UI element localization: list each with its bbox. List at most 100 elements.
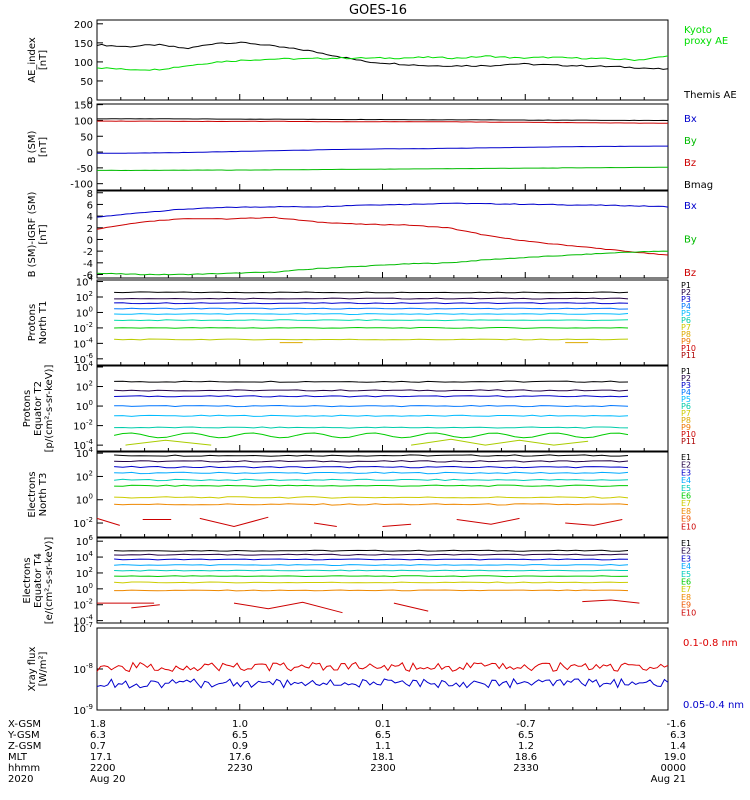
series-by xyxy=(97,166,669,172)
y-tick-label: 10-7 xyxy=(73,621,93,635)
y-axis-label: [nT] xyxy=(38,50,49,70)
footer-label-2020: 2020 xyxy=(8,774,33,785)
y-tick-label: 2 xyxy=(87,224,93,235)
footer-value: 6.5 xyxy=(375,730,391,741)
y-axis-label: Xray flux xyxy=(27,647,38,692)
y-axis-label: [e/(cm²-s-sr-keV)] xyxy=(44,537,55,625)
footer-value: 6.3 xyxy=(90,730,106,741)
y-axis-label: Electrons xyxy=(27,471,38,517)
legend-p9: P9 xyxy=(681,423,691,432)
channel-line xyxy=(114,553,628,556)
channel-line xyxy=(114,326,629,329)
channel-fragment xyxy=(131,604,160,609)
legend-e9: E9 xyxy=(681,515,691,524)
y-tick-label: 6 xyxy=(87,200,93,211)
channel-fragment xyxy=(313,522,337,527)
series-themis-ae xyxy=(96,41,669,70)
footer-value: 0.1 xyxy=(375,719,391,730)
channel-line xyxy=(114,414,629,417)
y-axis-label: Protons xyxy=(22,390,33,427)
channel-line xyxy=(114,575,629,578)
legend-p3: P3 xyxy=(681,295,691,304)
channel-line xyxy=(114,389,629,392)
series-bmag xyxy=(97,118,669,122)
y-axis-label: Protons xyxy=(27,304,38,341)
series-bx xyxy=(97,145,668,154)
panel-bsm: 150 100 50 0 -50 -100 B (SM) [nT] Bx By Bz Bmag xyxy=(27,101,713,191)
legend-e3: E3 xyxy=(681,468,691,477)
panel-enorth: 104 102 100 10-2 Electrons North T3 E1E2E3E4E5… xyxy=(27,446,696,538)
y-tick-label: 50 xyxy=(80,77,93,88)
footer-value: -0.7 xyxy=(516,719,536,730)
y-axis-label: [p/(cm²-s-sr-keV)] xyxy=(44,365,55,453)
y-axis-label: B (SM) xyxy=(27,130,38,163)
legend-e8: E8 xyxy=(681,507,691,516)
legend-e6: E6 xyxy=(681,578,691,587)
footer-value: 2330 xyxy=(513,763,538,774)
channel-fragment xyxy=(582,599,640,604)
legend-item: By xyxy=(684,235,697,246)
y-tick-label: -4 xyxy=(83,259,93,270)
legend-p4: P4 xyxy=(681,302,691,311)
footer-value: -1.6 xyxy=(666,719,686,730)
y-tick-label: -6 xyxy=(83,270,93,281)
channel-line xyxy=(114,563,629,567)
channel-fragment xyxy=(565,519,623,526)
channel-line xyxy=(113,432,629,439)
footer-value: 1.1 xyxy=(375,741,391,752)
legend-p4: P4 xyxy=(681,388,691,397)
y-tick-label: 10-2 xyxy=(73,321,93,335)
legend-item: Kyoto xyxy=(684,25,712,36)
legend-item: Bx xyxy=(684,114,697,125)
channel-line xyxy=(114,404,629,408)
y-tick-label: 100 xyxy=(76,399,93,413)
y-tick-label: 100 xyxy=(76,305,93,319)
series-xray-1 xyxy=(96,677,669,689)
channel-line xyxy=(114,471,629,475)
footer-label-y-gsm: Y-GSM xyxy=(7,730,40,741)
y-tick-label: 4 xyxy=(87,212,93,223)
channel-line xyxy=(114,319,629,322)
legend-e4: E4 xyxy=(681,476,691,485)
channel-line xyxy=(114,581,629,584)
legend-p1: P1 xyxy=(681,367,691,376)
y-axis-label: North T1 xyxy=(38,301,49,345)
y-tick-label: 0 xyxy=(87,235,93,246)
y-axis-label: [nT] xyxy=(38,224,49,244)
y-tick-label: 150 xyxy=(74,101,93,112)
y-tick-label: 200 xyxy=(74,20,93,31)
channel-line xyxy=(114,496,629,499)
y-axis-label: [nT] xyxy=(38,137,49,157)
legend-e7: E7 xyxy=(681,585,691,594)
legend-e3: E3 xyxy=(681,554,691,563)
y-tick-label: 100 xyxy=(74,116,93,127)
y-tick-label: 102 xyxy=(76,469,93,483)
panel-xray: 10-7 10-8 10-9 Xray flux [W/m²] 0.1-0.8 nm 0.0… xyxy=(27,621,744,717)
channel-line xyxy=(114,426,629,429)
legend-p11: P11 xyxy=(681,437,696,446)
channel-line xyxy=(114,338,629,341)
legend-e2: E2 xyxy=(681,547,691,556)
y-tick-label: 106 xyxy=(76,534,94,548)
footer-value: 18.1 xyxy=(372,752,394,763)
legend-p2: P2 xyxy=(681,288,691,297)
y-tick-label: 10-2 xyxy=(73,419,93,433)
channel-line xyxy=(114,549,629,552)
channel-line xyxy=(114,307,629,310)
y-axis-label: Electrons xyxy=(22,557,33,603)
y-tick-label: 10-2 xyxy=(73,516,93,530)
legend-item: Bmag xyxy=(684,180,713,191)
footer-label-z-gsm: Z-GSM xyxy=(8,741,41,752)
y-tick-label: 102 xyxy=(76,380,93,394)
y-tick-label: 100 xyxy=(76,493,93,507)
footer-value: 1.4 xyxy=(670,741,686,752)
legend-e5: E5 xyxy=(681,570,691,579)
legend-p10: P10 xyxy=(681,344,696,353)
channel-line xyxy=(114,380,629,383)
footer-value: Aug 21 xyxy=(651,774,686,785)
y-axis-label: B (SM)-IGRF (SM) xyxy=(27,192,38,278)
legend-item: Themis AE xyxy=(683,90,737,101)
channel-line xyxy=(114,454,629,457)
y-tick-label: 102 xyxy=(76,566,93,580)
